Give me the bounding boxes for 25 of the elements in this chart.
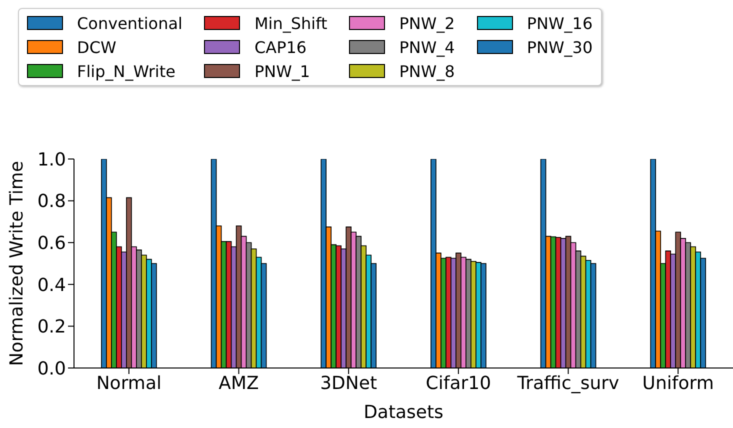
x-tick-label: Traffic_surv bbox=[516, 372, 620, 394]
legend-label: Conventional bbox=[77, 14, 182, 32]
x-tick-label: Uniform bbox=[642, 372, 714, 394]
y-tick-label: 0.4 bbox=[37, 274, 66, 296]
x-tick-label: Normal bbox=[96, 372, 162, 394]
legend-label: Min_Shift bbox=[254, 14, 328, 32]
x-tick-label: Cifar10 bbox=[426, 372, 492, 394]
legend-label: PNW_1 bbox=[254, 62, 310, 80]
legend-label: DCW bbox=[77, 38, 116, 56]
y-tick-label: 0.8 bbox=[37, 191, 66, 212]
y-axis-title: Normalized Write Time bbox=[6, 160, 28, 366]
y-tick-label: 0.6 bbox=[37, 232, 66, 254]
legend-label: PNW_30 bbox=[526, 38, 593, 56]
legend-label: PNW_16 bbox=[526, 14, 593, 32]
y-tick-label: 0.0 bbox=[37, 358, 66, 380]
legend-label: PNW_4 bbox=[399, 38, 455, 56]
y-tick-label: 0.2 bbox=[37, 316, 66, 338]
legend-label: PNW_2 bbox=[399, 14, 455, 32]
y-tick-label: 1.0 bbox=[37, 149, 66, 170]
legend-label: Flip_N_Write bbox=[77, 62, 176, 80]
x-tick-label: AMZ bbox=[218, 372, 259, 394]
x-tick-label: 3DNet bbox=[320, 372, 378, 394]
legend-label: CAP16 bbox=[254, 38, 307, 56]
legend-label: PNW_8 bbox=[399, 62, 455, 80]
x-axis-title: Datasets bbox=[364, 402, 444, 423]
